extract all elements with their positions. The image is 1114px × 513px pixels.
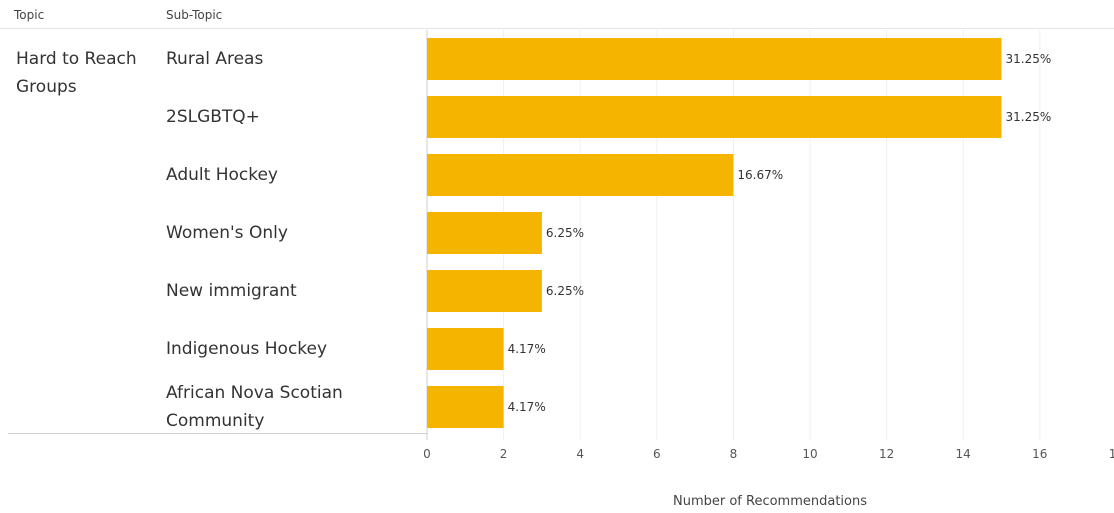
bar-1 [427,96,1002,138]
x-tick-label-2: 4 [576,447,584,461]
sub-topic-label-3: Women's Only [166,219,416,247]
topic-label: Hard to Reach Groups [16,49,137,97]
sub-topic-label-line: Adult Hockey [166,165,278,185]
sub-topic-label-line: Indigenous Hockey [166,339,328,359]
data-label-3: 6.25% [546,226,584,240]
x-tick-label-8: 16 [1032,447,1047,461]
sub-topic-label-1: 2SLGBTQ+ [166,103,416,131]
data-label-5: 4.17% [508,342,546,356]
x-axis-title: Number of Recommendations [672,494,868,509]
label-panel-bottom-line [8,433,428,434]
sub-topic-label-line: Women's Only [166,223,288,243]
sub-topic-label-4: New immigrant [166,277,416,305]
sub-topic-column-header: Sub-Topic [166,8,223,22]
bar-4 [427,270,542,312]
sub-topic-label-0: Rural Areas [166,45,416,73]
sub-topic-label-line: Rural Areas [166,49,264,69]
bar-0 [427,38,1002,80]
data-label-4: 6.25% [546,284,584,298]
x-tick-label-6: 12 [879,447,894,461]
data-label-6: 4.17% [508,400,546,414]
bar-5 [427,328,504,370]
bar-3 [427,212,542,254]
x-tick-label-5: 10 [802,447,817,461]
sub-topic-label-2: Adult Hockey [166,161,416,189]
sub-topic-label-line: 2SLGBTQ+ [166,107,260,127]
x-tick-label-4: 8 [730,447,738,461]
sub-topic-label-line: New immigrant [166,281,297,301]
sub-topic-label-6: African Nova Scotian Community [166,379,416,435]
x-tick-label-1: 2 [500,447,508,461]
sub-topic-label-5: Indigenous Hockey [166,335,416,363]
sub-topic-label-line: Community [166,411,265,431]
data-label-1: 31.25% [1006,110,1052,124]
x-tick-label-9: 18 [1109,447,1114,461]
x-tick-label-3: 6 [653,447,661,461]
data-label-2: 16.67% [737,168,783,182]
bar-2 [427,154,734,196]
header-divider [0,28,1114,29]
x-tick-label-0: 0 [423,447,431,461]
data-label-0: 31.25% [1006,52,1052,66]
bar-6 [427,386,504,428]
x-tick-label-7: 14 [956,447,971,461]
topic-column-header: Topic [14,8,45,22]
sub-topic-label-line: African Nova Scotian [166,383,343,403]
